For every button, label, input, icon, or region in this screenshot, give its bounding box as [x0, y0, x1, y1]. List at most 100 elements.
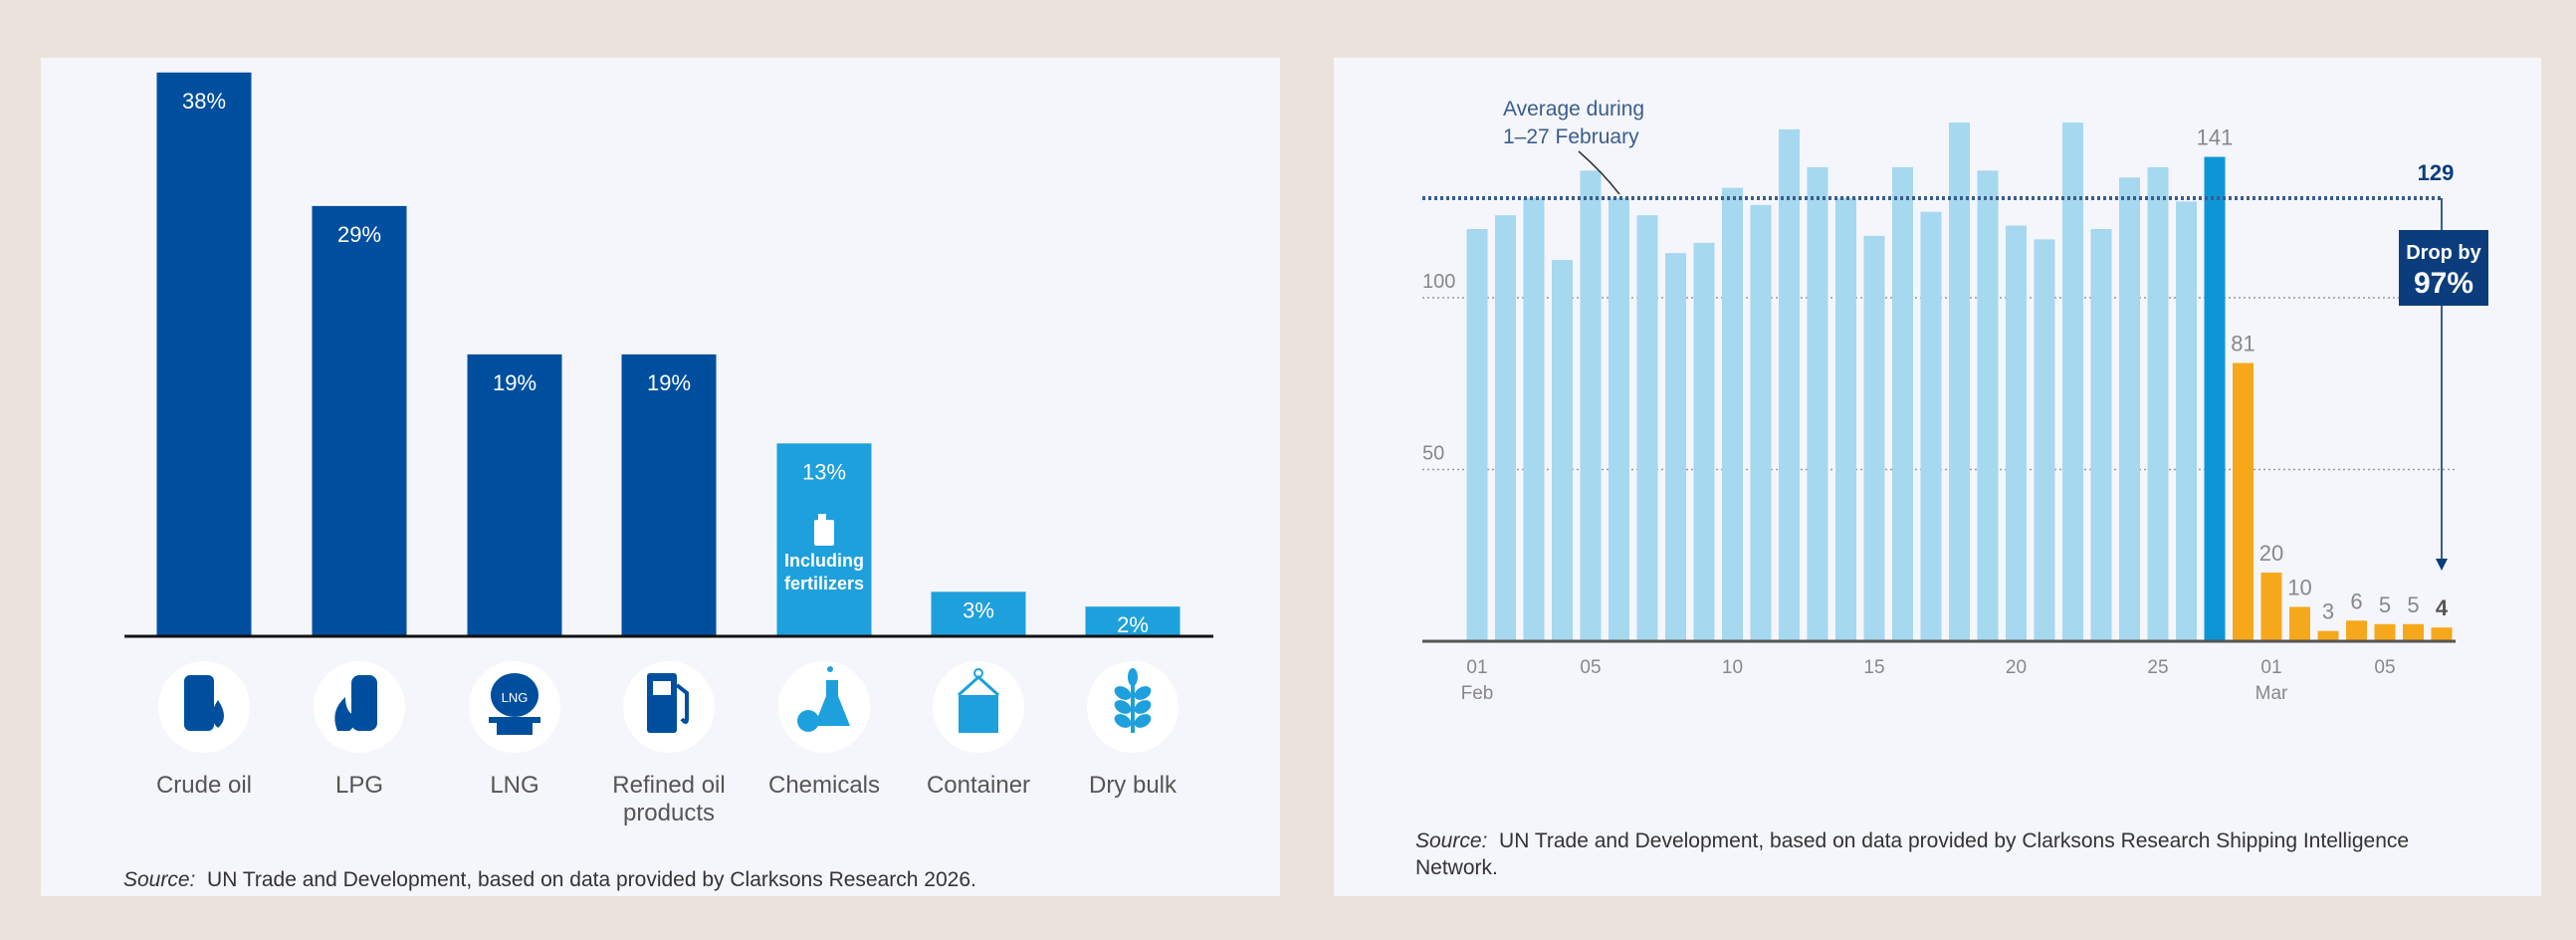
- legs: [497, 723, 533, 735]
- bar-feb-08: [1665, 253, 1686, 641]
- source-text: UN Trade and Development, based on data …: [1499, 829, 2410, 852]
- bar-feb-07: [1636, 215, 1658, 641]
- bar-feb-20: [2006, 225, 2027, 642]
- y-tick-label: 100: [1422, 271, 1455, 293]
- data-label: 81: [2231, 332, 2254, 356]
- bar-mar-05: [2374, 623, 2396, 641]
- bar-oil-barrel: [156, 72, 252, 637]
- hose: [675, 683, 689, 724]
- value-label: 3%: [963, 597, 994, 622]
- category-label: Dry bulk: [1089, 772, 1178, 799]
- x-tick-label: 05: [2374, 657, 2395, 678]
- value-label: 19%: [493, 370, 537, 395]
- drop-arrow-head: [2436, 559, 2448, 571]
- x-tick-label: 15: [1863, 657, 1884, 678]
- bar-feb-19: [1977, 170, 1999, 641]
- hook: [973, 668, 983, 678]
- canister: [814, 520, 834, 546]
- base: [489, 717, 540, 723]
- flask2: [797, 710, 819, 732]
- data-label: 5: [2407, 592, 2419, 617]
- bar-mar-06: [2403, 623, 2424, 641]
- value-label: 38%: [182, 89, 226, 114]
- bar-feb-18: [1949, 122, 1970, 642]
- bar-container-crane: [931, 591, 1026, 636]
- flask: [814, 680, 850, 726]
- x-tick-label: 25: [2147, 657, 2168, 678]
- grain: [1134, 714, 1152, 728]
- value-label: 19%: [647, 370, 691, 395]
- left-source: Source: UN Trade and Development, based …: [123, 866, 976, 893]
- category-label: products: [623, 800, 715, 826]
- bar-mar-07: [2431, 627, 2453, 641]
- container-crane-icon: [933, 661, 1024, 753]
- data-label: 20: [2259, 541, 2283, 566]
- x-tick-sublabel: Feb: [1461, 683, 1494, 704]
- average-annotation: Average during: [1503, 98, 1644, 120]
- source-label: Source:: [123, 868, 196, 891]
- bar-feb-11: [1750, 204, 1772, 641]
- bar-feb-04: [1552, 260, 1573, 641]
- x-tick-label: 05: [1580, 657, 1601, 678]
- bar-feb-24: [2119, 177, 2140, 641]
- right-source: Source: UN Trade and Development, based …: [1415, 827, 2409, 881]
- bar-feb-02: [1495, 215, 1516, 641]
- category-label: Refined oil: [612, 772, 725, 799]
- value-label: 29%: [337, 222, 381, 247]
- annotation-text: fertilizers: [784, 574, 864, 593]
- category-label: LNG: [490, 772, 538, 799]
- annotation-pointer: [1578, 150, 1620, 195]
- x-tick-label: 01: [1466, 657, 1487, 678]
- bar-feb-13: [1807, 166, 1828, 641]
- bar-feb-25: [2147, 166, 2169, 641]
- bar-feb-01: [1466, 229, 1488, 641]
- bar-feb-03: [1523, 197, 1545, 641]
- daily-transits-panel: 50 100 141 81 20 10 3 6 5 5 4 01 Feb 05 10 15 20 25 01 Mar 0…: [1334, 58, 2541, 896]
- grain: [1134, 700, 1152, 714]
- x-tick-label: 10: [1722, 657, 1743, 678]
- value-label: 13%: [802, 459, 846, 484]
- data-label: 10: [2287, 576, 2311, 600]
- cap: [818, 514, 826, 521]
- category-label: Container: [927, 772, 1030, 799]
- source-label: Source:: [1415, 829, 1488, 852]
- category-label: LPG: [335, 772, 383, 799]
- chemical-flasks-icon: [778, 661, 870, 753]
- gas-cylinder-flame-icon: [314, 661, 405, 753]
- drop-box-label: Drop by: [2406, 242, 2481, 264]
- oil-barrel-icon: [158, 661, 250, 753]
- bar-feb-22: [2062, 122, 2083, 642]
- average-value: 129: [2418, 160, 2455, 185]
- data-label: 141: [2197, 125, 2234, 150]
- annotation-text: Including: [784, 551, 864, 571]
- x-tick-sublabel: Mar: [2255, 683, 2288, 704]
- bar-mar-01: [2260, 573, 2282, 641]
- wheat-icon: [1087, 661, 1179, 753]
- drop-box-value: 97%: [2414, 267, 2473, 300]
- data-label: 6: [2350, 588, 2362, 613]
- bar-feb-10: [1722, 187, 1743, 641]
- lng-tank-icon: LNG: [469, 661, 560, 753]
- bar-fuel-pump: [621, 353, 717, 636]
- grain: [1114, 700, 1132, 714]
- bar-feb-15: [1863, 235, 1885, 641]
- bar-feb-27: [2204, 156, 2226, 642]
- bar-mar-02: [2289, 606, 2310, 641]
- x-tick-label: 20: [2006, 657, 2027, 678]
- screen: [653, 681, 671, 695]
- data-label: 3: [2322, 599, 2334, 624]
- lng-text: LNG: [502, 690, 529, 705]
- grain: [1114, 714, 1132, 728]
- category-label: Chemicals: [768, 772, 880, 799]
- cargo-share-chart: 38% Crude oil 29% LPG 19% LNG LNG 19% Refined oi…: [124, 72, 1213, 826]
- bar-feb-12: [1779, 128, 1800, 641]
- fuel-pump-icon: [623, 661, 715, 753]
- y-tick-label: 50: [1422, 443, 1444, 465]
- grain: [1114, 686, 1132, 700]
- grain: [1134, 686, 1152, 700]
- source-text-cont: Network.: [1415, 856, 1498, 879]
- bar-feb-14: [1835, 197, 1856, 641]
- bar-feb-23: [2090, 229, 2112, 641]
- cylinder: [351, 675, 377, 731]
